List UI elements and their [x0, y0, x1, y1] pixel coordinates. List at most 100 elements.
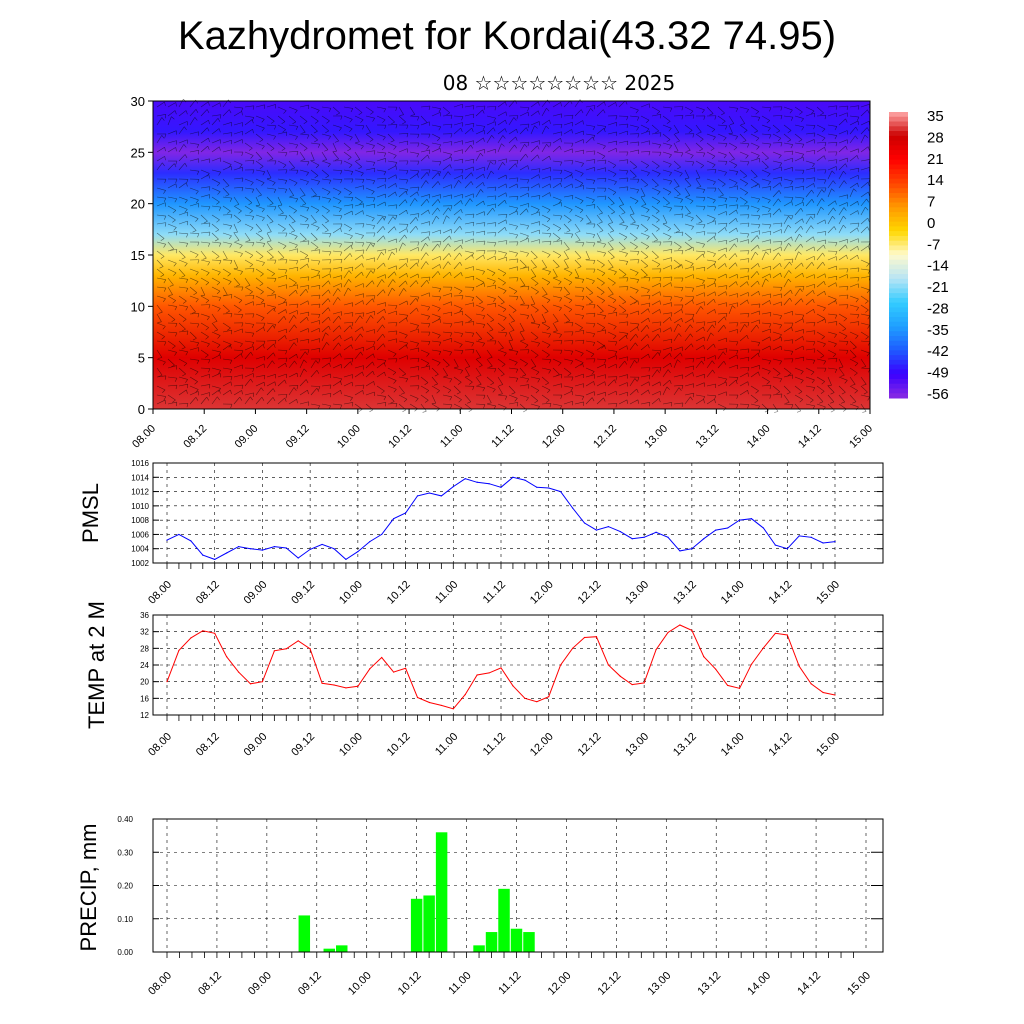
- wind-barb: [640, 317, 649, 324]
- wind-barb: [409, 186, 419, 189]
- wind-barb: [541, 167, 551, 171]
- wind-barb-flag: [329, 393, 332, 398]
- wind-barb: [552, 383, 562, 387]
- wind-barb-flag: [449, 154, 452, 158]
- wind-barb: [772, 345, 782, 351]
- wind-barb: [266, 340, 276, 342]
- wind-barb-flag: [765, 278, 769, 282]
- wind-barb-flag: [571, 174, 573, 179]
- wind-barb-flag: [205, 282, 210, 286]
- pmsl-point: [715, 529, 717, 531]
- wind-barb: [255, 387, 262, 396]
- wind-barb-flag: [637, 399, 639, 404]
- wind-barb-flag: [339, 404, 343, 409]
- wind-barb-flag: [515, 136, 518, 141]
- colorbar-label: -35: [927, 322, 949, 339]
- wind-barb: [420, 403, 427, 412]
- wind-barb-flag: [656, 201, 661, 205]
- wind-barb-flag: [580, 200, 584, 204]
- wind-barb-flag: [459, 226, 463, 230]
- wind-barb-flag: [668, 164, 672, 168]
- wind-barb: [772, 403, 779, 412]
- wind-barb: [816, 340, 826, 345]
- wind-barb: [706, 343, 714, 351]
- wind-barb-flag: [525, 153, 529, 158]
- wind-barb: [365, 203, 375, 207]
- wind-barb-flag: [515, 369, 519, 373]
- wind-barb: [398, 258, 408, 261]
- temp-point: [488, 672, 490, 674]
- wind-barb-flag: [598, 212, 603, 215]
- wind-barb-flag: [604, 178, 607, 183]
- wind-barb: [563, 148, 573, 153]
- wind-barb: [464, 181, 472, 189]
- wind-barb: [200, 340, 210, 345]
- wind-barb: [673, 333, 680, 342]
- wind-barb-flag: [822, 307, 826, 312]
- wind-barb: [761, 151, 769, 159]
- wind-barb: [453, 244, 462, 252]
- wind-barb: [178, 98, 184, 108]
- wind-barb: [277, 362, 286, 369]
- wind-barb-flag: [281, 148, 286, 151]
- wind-barb: [486, 255, 496, 261]
- wind-barb: [761, 106, 771, 108]
- wind-barb-flag: [714, 169, 717, 174]
- wind-barb-flag: [371, 191, 375, 195]
- wind-barb: [354, 169, 364, 174]
- y-tick-label: 24: [140, 661, 149, 670]
- wind-barb: [541, 175, 551, 180]
- wind-barb-flag: [608, 222, 613, 224]
- wind-barb: [607, 390, 617, 396]
- wind-barb: [596, 268, 606, 274]
- wind-barb: [739, 151, 749, 156]
- wind-barb: [596, 223, 604, 231]
- wind-barb: [794, 124, 804, 128]
- y-tick-label: 0.40: [117, 815, 133, 824]
- wind-barb: [574, 196, 584, 201]
- wind-barb: [651, 160, 660, 167]
- wind-barb: [233, 106, 243, 109]
- wind-barb-flag: [713, 298, 716, 303]
- wind-barb-flag: [669, 353, 672, 357]
- x-tick-label: 12.12: [576, 731, 604, 759]
- wind-barb: [211, 196, 220, 203]
- wind-barb-flag: [659, 309, 661, 314]
- wind-barb: [706, 398, 715, 405]
- wind-barb: [629, 141, 639, 144]
- wind-barb: [640, 223, 649, 230]
- wind-barb-flag: [483, 173, 485, 178]
- wind-barb: [387, 142, 397, 147]
- wind-barb: [244, 373, 254, 378]
- wind-barb-flag: [743, 130, 748, 133]
- wind-barb: [794, 318, 804, 324]
- wind-barb-flag: [326, 210, 330, 214]
- wind-barb-flag: [370, 243, 374, 247]
- wind-barb: [299, 300, 309, 306]
- wind-barb-flag: [559, 145, 562, 150]
- wind-barb-flag: [349, 128, 353, 132]
- wind-barb: [673, 323, 679, 333]
- wind-barb-flag: [373, 345, 375, 350]
- wind-barb-flag: [736, 322, 739, 327]
- wind-barb: [574, 358, 584, 363]
- wind-barb: [717, 239, 727, 243]
- wind-barb-flag: [492, 280, 496, 285]
- wind-barb-flag: [186, 233, 189, 238]
- wind-barb: [618, 331, 628, 334]
- wind-barb: [552, 214, 562, 217]
- x-tick-label: 08.00: [130, 423, 158, 451]
- wind-barb-flag: [261, 397, 265, 401]
- wind-barb: [849, 238, 859, 243]
- wind-barb-flag: [206, 343, 210, 348]
- wind-barb-flag: [692, 247, 694, 252]
- wind-barb: [255, 286, 264, 293]
- wind-barb: [321, 205, 330, 212]
- wind-barb: [585, 250, 590, 260]
- wind-barb-flag: [217, 396, 220, 401]
- wind-barb-flag: [283, 164, 287, 169]
- wind-barb: [288, 303, 298, 306]
- wind-barb: [288, 353, 297, 360]
- temp-point: [345, 687, 347, 689]
- wind-barb: [343, 245, 352, 252]
